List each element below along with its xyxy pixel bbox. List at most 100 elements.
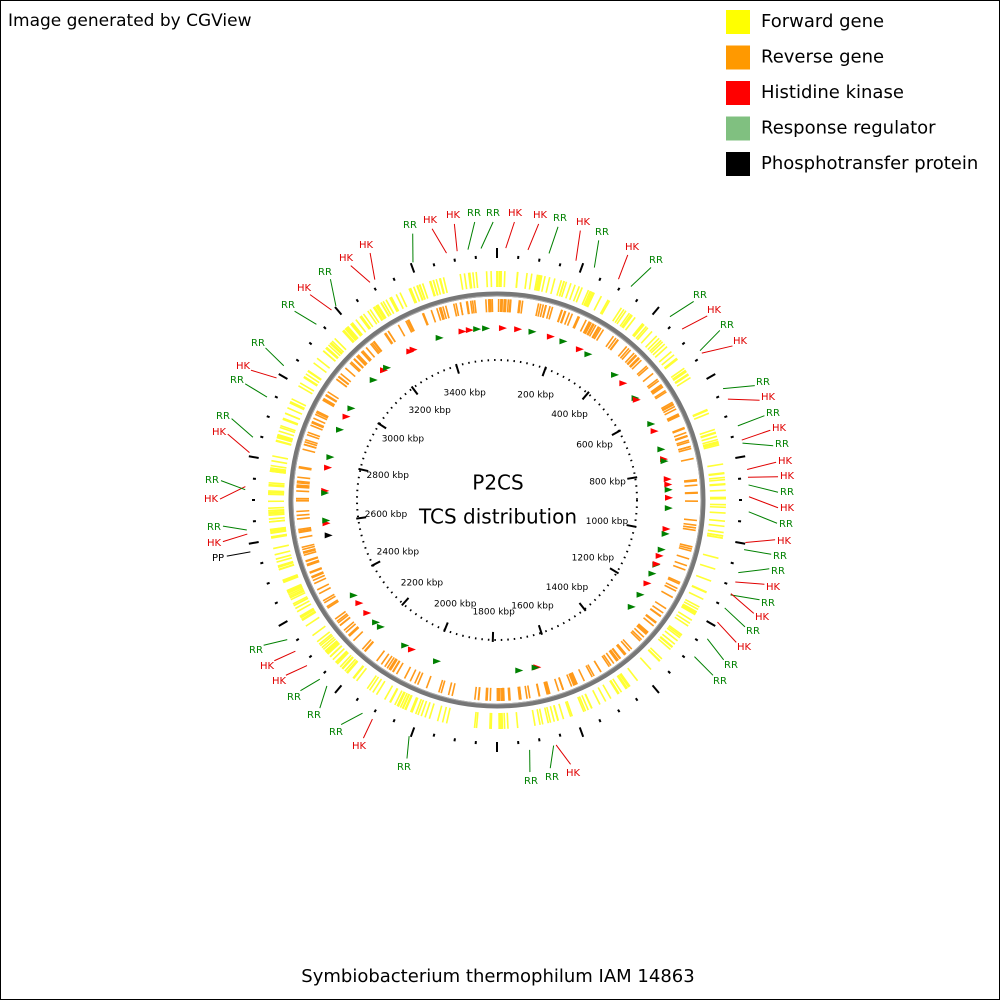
- ruler-label: 400 kbp: [551, 410, 588, 420]
- forward-gene: [325, 346, 339, 359]
- forward-gene: [335, 651, 348, 664]
- forward-gene: [658, 350, 672, 363]
- reverse-gene: [455, 303, 460, 317]
- reverse-gene: [621, 349, 632, 361]
- reverse-gene: [459, 302, 464, 316]
- forward-gene: [355, 319, 367, 333]
- feature-label: HK: [236, 361, 251, 372]
- forward-gene: [303, 375, 319, 386]
- forward-gene: [336, 652, 349, 665]
- reverse-gene: [301, 543, 315, 549]
- forward-gene: [416, 285, 424, 301]
- feature-leader: [735, 581, 765, 585]
- outer-tick: [278, 620, 288, 627]
- outer-tick: [667, 326, 671, 330]
- forward-gene: [286, 583, 302, 592]
- feature-label: HK: [625, 242, 640, 253]
- legend-swatch: [726, 10, 750, 34]
- forward-gene: [282, 417, 299, 425]
- forward-gene: [276, 436, 293, 443]
- outer-tick: [735, 541, 746, 545]
- feature-marker: [322, 517, 331, 524]
- forward-gene: [708, 472, 725, 477]
- reverse-gene: [585, 665, 593, 678]
- reverse-gene: [647, 380, 660, 390]
- reverse-gene: [383, 332, 393, 345]
- forward-gene: [345, 327, 358, 341]
- outer-tick: [617, 709, 621, 713]
- forward-gene: [291, 398, 307, 407]
- reverse-gene: [485, 687, 488, 701]
- reverse-gene: [668, 576, 681, 584]
- forward-gene: [524, 272, 528, 289]
- reverse-gene: [527, 685, 531, 699]
- ruler-label: 2600 kbp: [365, 510, 408, 520]
- reverse-gene: [309, 566, 322, 574]
- forward-gene: [268, 511, 285, 515]
- reverse-gene: [601, 655, 610, 668]
- reverse-gene: [306, 433, 320, 440]
- feature-marker: [336, 426, 345, 433]
- reverse-gene: [573, 316, 581, 329]
- outer-tick: [715, 601, 720, 605]
- forward-gene: [276, 557, 293, 563]
- feature-label: RR: [766, 408, 780, 419]
- forward-gene: [435, 279, 442, 295]
- reverse-gene: [645, 614, 657, 624]
- forward-gene: [380, 302, 390, 317]
- reverse-gene: [683, 518, 698, 522]
- forward-gene: [703, 442, 720, 448]
- outer-tick: [308, 341, 313, 346]
- reverse-gene: [438, 679, 444, 693]
- forward-gene: [584, 693, 593, 709]
- forward-gene: [647, 337, 660, 351]
- reverse-gene: [579, 319, 587, 332]
- reverse-gene: [473, 300, 477, 314]
- reverse-gene: [327, 391, 340, 400]
- forward-gene: [411, 697, 419, 713]
- forward-gene: [385, 299, 395, 315]
- reverse-gene: [605, 335, 615, 348]
- forward-gene: [558, 280, 566, 297]
- feature-label: RR: [771, 566, 785, 577]
- outer-tick: [598, 718, 602, 723]
- feature-label: HK: [777, 536, 792, 547]
- feature-leader: [527, 223, 540, 251]
- feature-leader: [748, 496, 779, 509]
- outer-tick: [392, 277, 396, 282]
- feature-leader: [747, 461, 777, 470]
- reverse-gene: [556, 309, 563, 323]
- forward-gene: [664, 358, 679, 370]
- feature-label: HK: [272, 676, 287, 687]
- forward-gene: [528, 273, 533, 290]
- feature-label: RR: [230, 375, 244, 386]
- outer-tick: [373, 287, 377, 291]
- forward-gene: [593, 295, 603, 311]
- reverse-gene: [645, 613, 657, 624]
- reverse-gene: [566, 313, 574, 327]
- reverse-gene: [438, 307, 444, 321]
- outer-tick: [578, 727, 585, 738]
- reverse-gene: [545, 305, 551, 319]
- reverse-gene: [322, 398, 335, 407]
- forward-gene: [556, 280, 563, 296]
- forward-gene: [329, 342, 343, 355]
- forward-gene: [475, 712, 479, 729]
- forward-gene: [344, 328, 357, 342]
- reverse-gene: [302, 549, 316, 555]
- reverse-gene: [667, 415, 680, 423]
- forward-gene: [674, 616, 689, 627]
- forward-gene: [270, 530, 287, 535]
- reverse-gene: [306, 559, 320, 566]
- forward-gene: [283, 575, 299, 584]
- reverse-gene: [617, 345, 628, 357]
- forward-gene: [396, 691, 405, 707]
- feature-marker: [369, 377, 378, 384]
- outer-tick: [694, 637, 699, 642]
- feature-leader: [309, 294, 332, 311]
- forward-gene: [272, 455, 289, 460]
- reverse-gene: [296, 480, 310, 484]
- forward-gene: [294, 600, 310, 610]
- reverse-gene: [682, 527, 696, 532]
- outer-tick: [681, 654, 686, 659]
